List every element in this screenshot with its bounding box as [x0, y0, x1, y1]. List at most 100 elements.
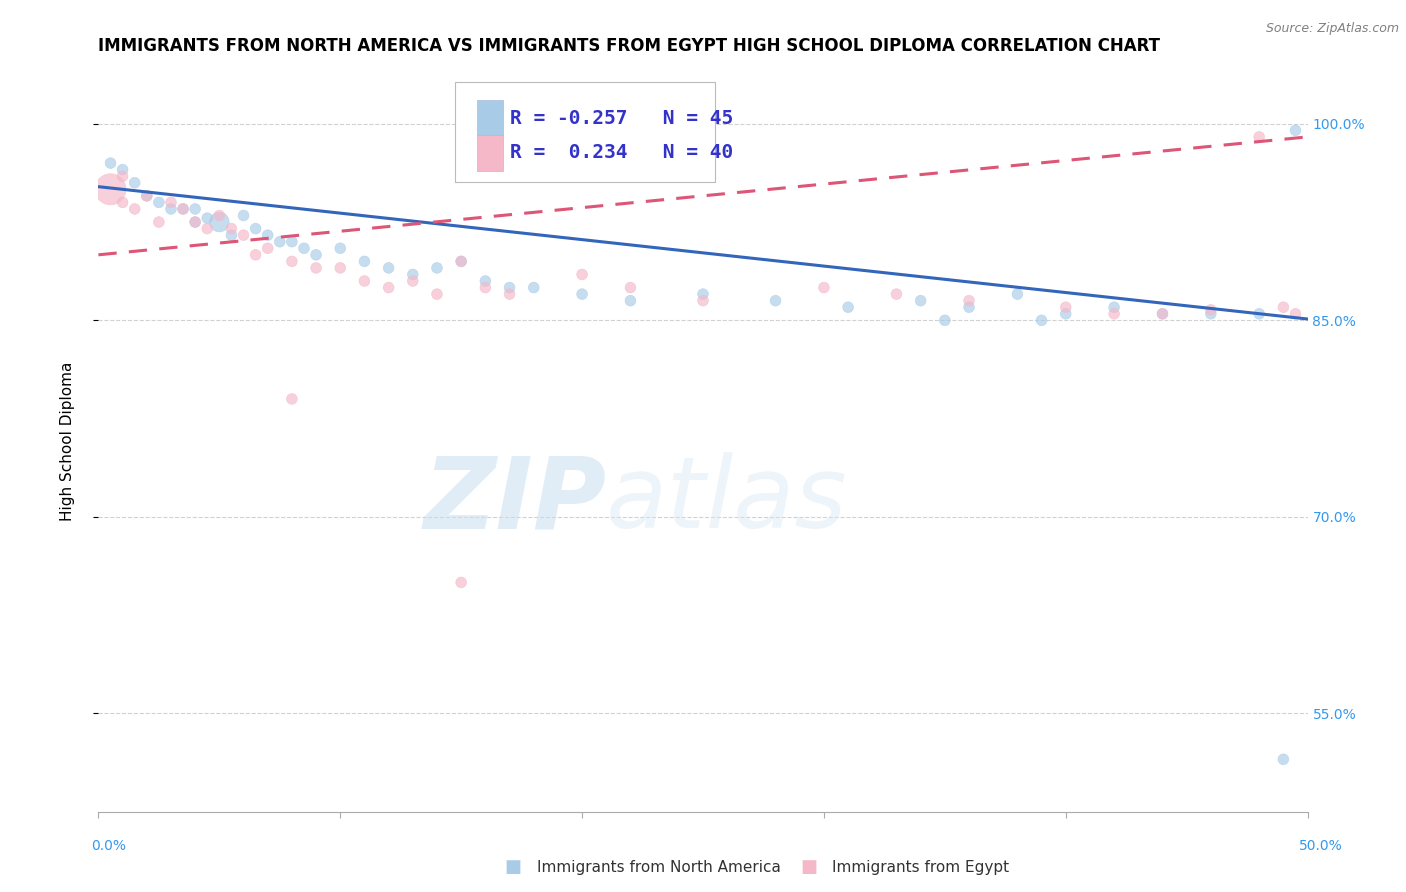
Point — [100, 182, 122, 196]
Point — [111, 162, 134, 177]
Text: IMMIGRANTS FROM NORTH AMERICA VS IMMIGRANTS FROM EGYPT HIGH SCHOOL DIPLOMA CORRE: IMMIGRANTS FROM NORTH AMERICA VS IMMIGRA… — [98, 37, 1160, 54]
Point — [765, 293, 787, 308]
Text: Immigrants from North America: Immigrants from North America — [537, 860, 780, 874]
Point — [1102, 307, 1125, 321]
Point — [619, 293, 641, 308]
Point — [1054, 307, 1077, 321]
Point — [1249, 129, 1271, 144]
Point — [245, 221, 267, 235]
Text: 50.0%: 50.0% — [1299, 838, 1343, 853]
Y-axis label: High School Diploma: High School Diploma — [60, 362, 75, 521]
Point — [195, 211, 218, 226]
Text: 0.0%: 0.0% — [91, 838, 127, 853]
Point — [1054, 300, 1077, 314]
Point — [329, 241, 352, 255]
Point — [172, 202, 194, 216]
Point — [111, 195, 134, 210]
Point — [160, 195, 183, 210]
Point — [450, 575, 472, 590]
Point — [523, 280, 546, 294]
Text: Source: ZipAtlas.com: Source: ZipAtlas.com — [1265, 22, 1399, 36]
Point — [934, 313, 956, 327]
Point — [1249, 307, 1271, 321]
Point — [1031, 313, 1053, 327]
Point — [135, 189, 157, 203]
Point — [474, 280, 496, 294]
Point — [498, 287, 520, 301]
Text: ■: ■ — [800, 858, 817, 876]
Point — [1152, 307, 1174, 321]
Point — [886, 287, 908, 301]
Point — [1199, 307, 1222, 321]
FancyBboxPatch shape — [477, 100, 503, 136]
Point — [148, 215, 170, 229]
Point — [692, 293, 714, 308]
Point — [498, 280, 520, 294]
Point — [148, 195, 170, 210]
Text: atlas: atlas — [606, 452, 848, 549]
Point — [124, 176, 146, 190]
Point — [221, 221, 243, 235]
Point — [377, 260, 399, 275]
Point — [100, 156, 122, 170]
Point — [619, 280, 641, 294]
Point — [184, 202, 207, 216]
FancyBboxPatch shape — [477, 135, 503, 170]
Point — [692, 287, 714, 301]
Point — [256, 241, 278, 255]
Point — [111, 169, 134, 184]
Point — [353, 254, 375, 268]
Point — [377, 280, 399, 294]
Point — [1284, 123, 1306, 137]
Point — [124, 202, 146, 216]
Point — [1199, 302, 1222, 317]
Text: Immigrants from Egypt: Immigrants from Egypt — [832, 860, 1010, 874]
FancyBboxPatch shape — [456, 82, 716, 183]
Point — [957, 300, 980, 314]
Point — [256, 228, 278, 243]
Point — [221, 228, 243, 243]
Point — [837, 300, 859, 314]
Point — [813, 280, 835, 294]
Point — [208, 215, 231, 229]
Point — [172, 202, 194, 216]
Point — [1272, 752, 1295, 766]
Text: R = -0.257   N = 45: R = -0.257 N = 45 — [509, 109, 733, 128]
Point — [195, 221, 218, 235]
Point — [571, 268, 593, 282]
Point — [269, 235, 291, 249]
Point — [957, 293, 980, 308]
Point — [571, 287, 593, 301]
Point — [184, 215, 207, 229]
Text: ■: ■ — [505, 858, 522, 876]
Point — [232, 228, 254, 243]
Point — [329, 260, 352, 275]
Point — [402, 274, 425, 288]
Point — [910, 293, 932, 308]
Point — [1284, 307, 1306, 321]
Point — [426, 260, 449, 275]
Point — [281, 254, 304, 268]
Point — [281, 392, 304, 406]
Point — [450, 254, 472, 268]
Point — [450, 254, 472, 268]
Text: ZIP: ZIP — [423, 452, 606, 549]
Text: R =  0.234   N = 40: R = 0.234 N = 40 — [509, 144, 733, 162]
Point — [292, 241, 315, 255]
Point — [232, 209, 254, 223]
Point — [1102, 300, 1125, 314]
Point — [1152, 307, 1174, 321]
Point — [281, 235, 304, 249]
Point — [305, 260, 328, 275]
Point — [353, 274, 375, 288]
Point — [1272, 300, 1295, 314]
Point — [160, 202, 183, 216]
Point — [245, 248, 267, 262]
Point — [474, 274, 496, 288]
Point — [208, 209, 231, 223]
Point — [1007, 287, 1029, 301]
Point — [402, 268, 425, 282]
Point — [305, 248, 328, 262]
Point — [184, 215, 207, 229]
Point — [426, 287, 449, 301]
